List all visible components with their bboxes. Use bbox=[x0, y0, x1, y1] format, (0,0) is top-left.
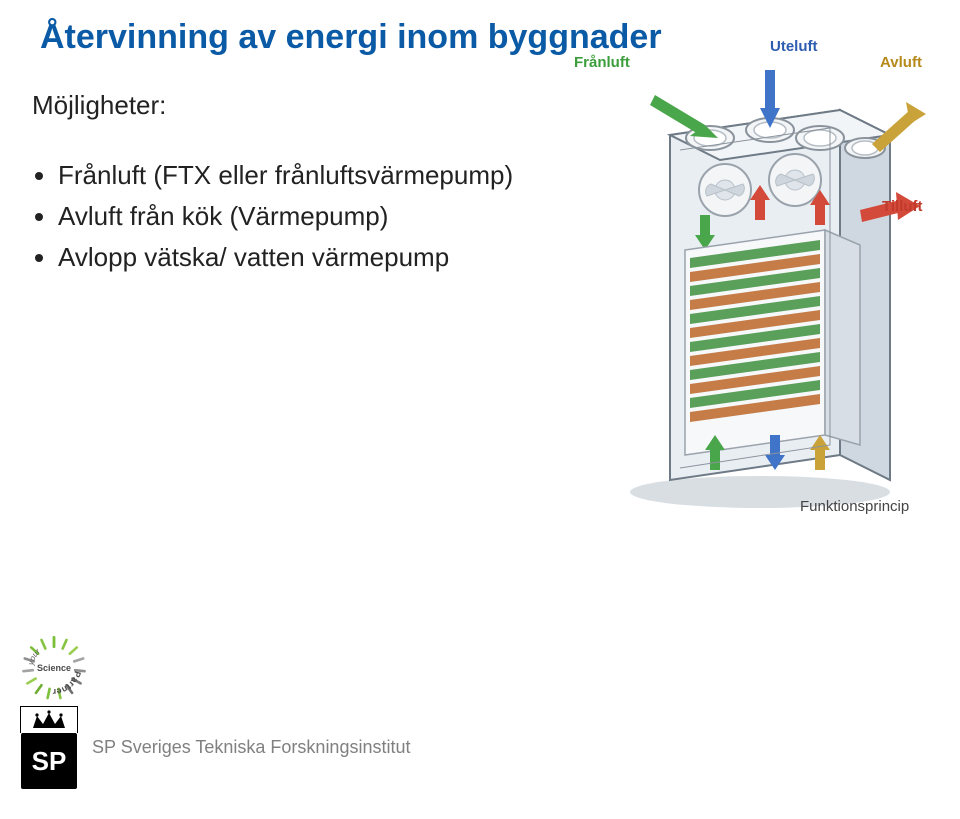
list-item: Frånluft (FTX eller frånluftsvärmepump) bbox=[58, 160, 513, 191]
sp-logo: SP bbox=[20, 706, 78, 789]
sp-logo-text: SP bbox=[21, 733, 77, 789]
slide: Återvinning av energi inom byggnader Möj… bbox=[0, 0, 960, 819]
crown-icon bbox=[20, 706, 78, 733]
science-partner-logo: your Partner Science bbox=[18, 632, 90, 709]
bullet-list: Frånluft (FTX eller frånluftsvärmepump) … bbox=[32, 160, 513, 283]
diagram-label-avluft: Avluft bbox=[880, 54, 922, 71]
footer: SP SP Sveriges Tekniska Forskningsinstit… bbox=[20, 706, 410, 789]
svg-text:Partner: Partner bbox=[52, 670, 83, 697]
ftx-unit-diagram: Frånluft Uteluft Avluft Tilluft Funktion… bbox=[560, 40, 930, 520]
subtitle: Möjligheter: bbox=[32, 90, 166, 121]
partner-text-bot: Partner bbox=[52, 670, 83, 697]
list-item: Avluft från kök (Värmepump) bbox=[58, 201, 513, 232]
diagram-label-uteluft: Uteluft bbox=[770, 38, 818, 55]
list-item: Avlopp vätska/ vatten värmepump bbox=[58, 242, 513, 273]
partner-text-mid: Science bbox=[37, 663, 71, 673]
footer-org-name: SP Sveriges Tekniska Forskningsinstitut bbox=[92, 737, 410, 758]
diagram-label-func: Funktionsprincip bbox=[800, 498, 909, 515]
diagram-label-tilluft: Tilluft bbox=[882, 198, 923, 215]
ftx-unit-svg bbox=[560, 40, 930, 520]
diagram-label-franluft: Frånluft bbox=[574, 54, 630, 71]
